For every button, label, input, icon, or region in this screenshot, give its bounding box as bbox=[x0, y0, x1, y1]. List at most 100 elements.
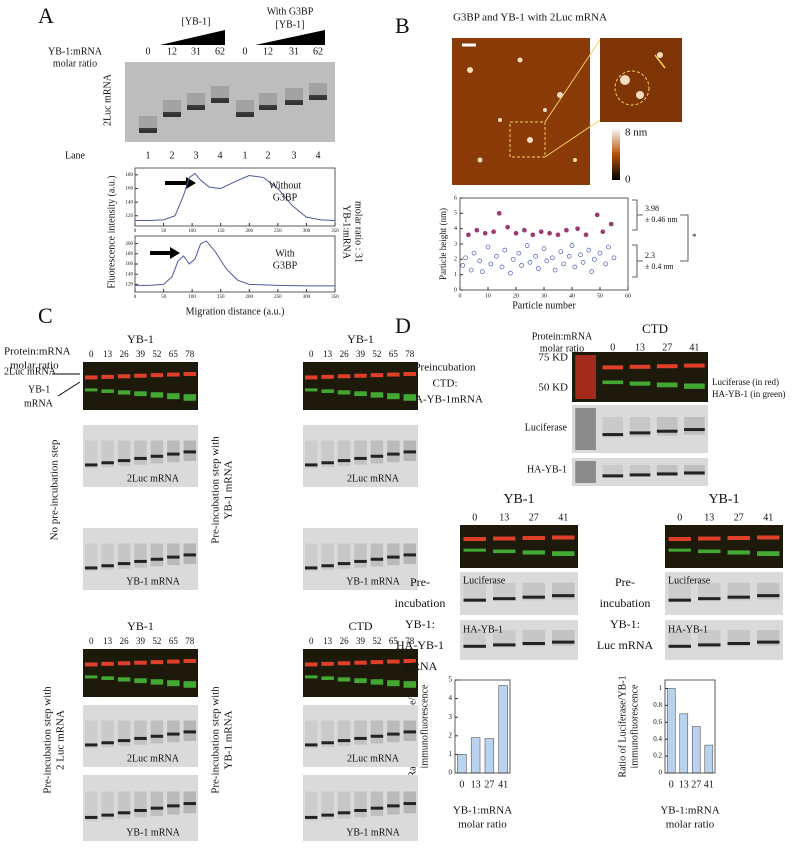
label: mRNA bbox=[24, 398, 54, 409]
label: 62 bbox=[313, 46, 323, 57]
band bbox=[370, 454, 384, 458]
x-tick-label: 27 bbox=[691, 779, 701, 790]
smear bbox=[134, 720, 147, 745]
x-tick-label: 10 bbox=[485, 293, 491, 299]
smear bbox=[117, 720, 131, 746]
particles bbox=[467, 52, 663, 163]
side-label: YB-1: bbox=[610, 617, 640, 631]
label: 1 bbox=[146, 150, 151, 161]
y-tick-label: 120 bbox=[126, 214, 134, 219]
band bbox=[354, 660, 367, 665]
point bbox=[482, 230, 488, 236]
smear bbox=[629, 465, 651, 477]
smear bbox=[684, 417, 705, 435]
label: 2Luc mRNA bbox=[4, 366, 57, 377]
band bbox=[304, 463, 318, 467]
colorbar-label: 0 bbox=[625, 174, 631, 186]
y-tick-label: 5 bbox=[454, 211, 457, 217]
point bbox=[611, 255, 617, 261]
side-label: 2 Luc mRNA bbox=[55, 710, 67, 770]
band bbox=[493, 549, 516, 554]
band bbox=[602, 380, 624, 385]
x-tick-label: 300 bbox=[303, 295, 311, 300]
band bbox=[150, 679, 164, 685]
point bbox=[547, 230, 552, 236]
band bbox=[304, 675, 318, 679]
label: Luciferase bbox=[525, 422, 568, 433]
band bbox=[167, 680, 180, 687]
lane-label: 39 bbox=[356, 349, 366, 359]
band bbox=[370, 734, 384, 738]
label: [YB-1] bbox=[182, 16, 211, 27]
afm-zoom bbox=[600, 38, 682, 122]
lane-label: 78 bbox=[185, 349, 195, 359]
band bbox=[134, 559, 147, 563]
gel bbox=[665, 620, 783, 660]
band bbox=[354, 456, 367, 460]
bar bbox=[679, 713, 689, 774]
band bbox=[698, 643, 721, 647]
band bbox=[183, 553, 197, 557]
plot-frame bbox=[459, 197, 629, 291]
lane-label: 0 bbox=[472, 512, 477, 523]
side-label: Pre-incubation step with bbox=[210, 686, 222, 794]
annotation: ± 0.4 nm bbox=[645, 262, 674, 271]
y-tick-label: 140 bbox=[126, 200, 134, 205]
zoom-box bbox=[509, 121, 546, 158]
band bbox=[387, 680, 400, 687]
x-tick-label: 150 bbox=[217, 295, 225, 300]
band bbox=[84, 743, 98, 747]
band bbox=[150, 454, 164, 458]
y-tick-label: 2 bbox=[454, 257, 457, 263]
y-axis-label: immunofluorescence bbox=[419, 684, 430, 768]
smear bbox=[321, 440, 334, 468]
y-tick-label: 200 bbox=[126, 242, 134, 247]
band bbox=[493, 597, 516, 601]
lane-label: 52 bbox=[372, 349, 381, 359]
smear bbox=[304, 440, 318, 469]
smear bbox=[187, 93, 205, 107]
point bbox=[471, 250, 477, 256]
lane-label: 0 bbox=[309, 636, 314, 646]
x-tick-label: 30 bbox=[541, 293, 547, 299]
point bbox=[583, 232, 589, 238]
gel bbox=[83, 775, 198, 841]
lane-label: 13 bbox=[704, 512, 714, 523]
y-tick-label: 0.2 bbox=[653, 752, 662, 760]
point bbox=[491, 229, 496, 235]
band bbox=[629, 364, 651, 369]
label: 2 bbox=[170, 150, 175, 161]
x-tick-label: 0 bbox=[134, 295, 137, 300]
smear bbox=[387, 440, 400, 463]
label: 3 bbox=[292, 150, 297, 161]
band bbox=[84, 662, 98, 667]
point bbox=[538, 229, 544, 235]
band bbox=[463, 598, 486, 602]
smear bbox=[84, 543, 98, 572]
x-tick-label: 0 bbox=[459, 779, 464, 790]
band bbox=[183, 450, 197, 454]
band bbox=[134, 456, 147, 460]
band bbox=[387, 452, 400, 456]
band bbox=[321, 564, 334, 568]
lane-label: 26 bbox=[120, 636, 130, 646]
point bbox=[606, 244, 611, 250]
x-axis-label: molar ratio bbox=[458, 819, 507, 831]
point bbox=[608, 221, 614, 227]
point bbox=[505, 224, 510, 230]
point bbox=[550, 255, 555, 261]
gel-label: Luciferase bbox=[668, 575, 711, 586]
panel-letter: C bbox=[38, 303, 53, 328]
gel-title: YB-1 bbox=[127, 619, 154, 633]
x-tick-label: 300 bbox=[303, 229, 311, 234]
x-tick-label: 20 bbox=[513, 293, 519, 299]
band bbox=[656, 382, 678, 388]
lane-label: 78 bbox=[405, 636, 415, 646]
lane-label: 41 bbox=[763, 512, 773, 523]
marker: 50 KD bbox=[538, 382, 568, 394]
lane-label: 0 bbox=[309, 349, 314, 359]
band bbox=[757, 640, 780, 644]
y-tick-label: 160 bbox=[126, 262, 134, 267]
title: G3BP and YB-1 with 2Luc mRNA bbox=[453, 12, 607, 24]
